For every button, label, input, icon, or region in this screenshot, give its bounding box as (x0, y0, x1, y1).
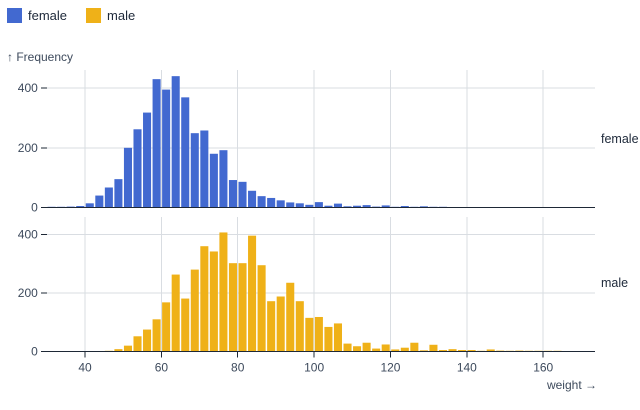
x-tick-label: 80 (231, 361, 245, 375)
histogram-bar (372, 348, 381, 352)
x-tick-label: 100 (304, 361, 324, 375)
histogram-bar (276, 200, 285, 208)
x-axis-title: weight → (546, 378, 597, 392)
histogram-bar (343, 206, 352, 208)
histogram-bar (362, 205, 371, 208)
histogram-bar (314, 316, 323, 352)
histogram-bar (114, 349, 123, 352)
histogram-bar (95, 195, 104, 208)
histogram-bar (228, 263, 237, 352)
histogram-bar (276, 296, 285, 352)
histogram-bar (238, 263, 247, 352)
x-tick-label: 60 (155, 361, 169, 375)
histogram-bar (123, 147, 132, 208)
y-axis-title: ↑ Frequency (7, 50, 74, 64)
histogram-bar (143, 112, 152, 208)
x-tick-label: 160 (533, 361, 553, 375)
histogram-bar (190, 269, 199, 352)
y-tick-label: 400 (18, 81, 38, 95)
histogram-bar (429, 344, 438, 352)
legend-swatch-male (86, 8, 102, 23)
histogram-bar (324, 205, 333, 208)
histogram-bar (257, 265, 266, 352)
histogram-bar (200, 246, 209, 352)
histogram-bar (114, 179, 123, 208)
legend-label-male: male (107, 8, 136, 23)
facet-label-female: female (601, 132, 639, 146)
histogram-bar (228, 180, 237, 208)
histogram-bar (381, 344, 390, 352)
histogram-bar (200, 130, 209, 208)
legend-item-female: female (7, 8, 67, 23)
histogram-bar (486, 349, 495, 352)
histogram-bar (181, 298, 190, 352)
x-tick-label: 140 (457, 361, 477, 375)
histogram-bar (353, 205, 362, 208)
histogram-bar (209, 251, 218, 352)
y-tick-label: 400 (18, 228, 38, 242)
facet-label-male: male (601, 276, 629, 290)
histogram-bar (133, 336, 142, 352)
histogram-bar (152, 79, 161, 208)
histogram-bar (257, 196, 266, 208)
histogram-bar (400, 347, 409, 352)
y-tick-label: 200 (18, 286, 38, 300)
histogram-bar (248, 235, 257, 352)
histogram-bar (324, 326, 333, 352)
histogram-bar (143, 329, 152, 352)
histogram-bar (305, 204, 314, 208)
histogram-bar (267, 197, 276, 208)
histogram-bar (267, 301, 276, 352)
histogram-bar (219, 232, 228, 352)
histogram-bar (248, 190, 257, 208)
legend-label-female: female (28, 8, 68, 23)
x-tick-label: 40 (78, 361, 92, 375)
histogram-bar (133, 129, 142, 208)
histogram-bar (286, 282, 295, 352)
histogram-bar (333, 203, 342, 208)
histogram-bar (381, 205, 390, 208)
legend-swatch-female (7, 8, 22, 23)
histogram-bar (448, 349, 457, 352)
histogram-bar (238, 181, 247, 208)
histogram-bar (343, 343, 352, 352)
histogram-bar (333, 323, 342, 352)
histogram-bar (219, 150, 228, 208)
histogram-bar (162, 302, 171, 352)
y-tick-label: 0 (31, 345, 38, 359)
histogram-bar (438, 350, 448, 352)
y-tick-label: 0 (31, 201, 38, 215)
histogram-bar (76, 206, 85, 208)
histogram-bar (104, 187, 113, 208)
x-tick-label: 120 (380, 361, 400, 375)
histogram-bar (85, 203, 94, 208)
histogram-bar (353, 346, 362, 352)
histogram-bar (419, 206, 428, 208)
histogram-bar (362, 342, 371, 352)
histogram-bar (467, 350, 476, 352)
histogram-bar (305, 317, 314, 352)
histogram-bar (419, 350, 428, 352)
histogram-bar (458, 350, 467, 352)
histogram-bar (152, 319, 161, 352)
histogram-bar (181, 97, 190, 208)
histogram-bar (123, 345, 132, 352)
histogram-bar (171, 274, 180, 352)
histogram-bar (410, 342, 419, 352)
histogram-bar (295, 203, 304, 208)
y-tick-label: 200 (18, 141, 38, 155)
histogram-bar (295, 301, 304, 352)
histogram-bar (391, 349, 400, 352)
histogram-bar (190, 133, 199, 208)
histogram-bar (314, 202, 323, 208)
legend-item-male: male (86, 8, 135, 23)
legend: female male (7, 8, 135, 23)
histogram-bar (171, 76, 180, 208)
histogram-bar (209, 153, 218, 208)
histogram-bar (286, 202, 295, 208)
histogram-bar (162, 89, 171, 208)
histogram-bar (400, 206, 409, 208)
